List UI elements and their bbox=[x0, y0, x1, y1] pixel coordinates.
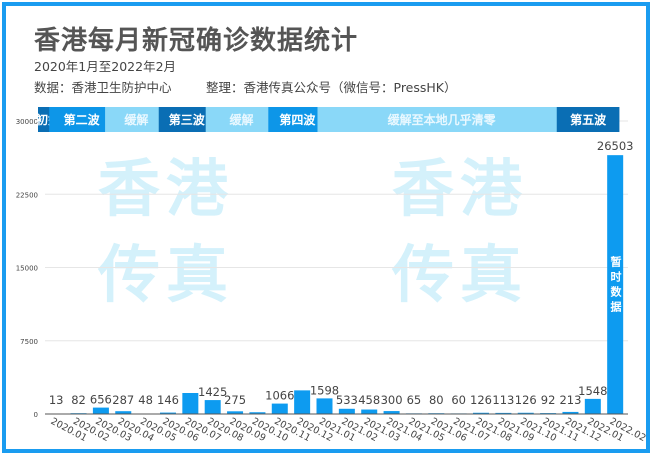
bar bbox=[473, 412, 490, 414]
phase-label: 缓解至本地几乎清零 bbox=[388, 112, 497, 127]
data-label: 1066 bbox=[265, 389, 294, 403]
y-tick-label: 7500 bbox=[20, 338, 38, 346]
bar bbox=[115, 411, 132, 414]
phase-band bbox=[268, 107, 327, 132]
data-label: 80 bbox=[429, 393, 444, 407]
data-label: 13 bbox=[49, 393, 64, 407]
data-label: 1598 bbox=[310, 383, 339, 397]
bar bbox=[338, 408, 355, 414]
data-label: 126 bbox=[470, 393, 492, 407]
data-label: 213 bbox=[559, 393, 581, 407]
phase-label: 第三波 bbox=[169, 112, 206, 127]
bar bbox=[204, 400, 221, 414]
data-label: 656 bbox=[90, 393, 112, 407]
data-label: 300 bbox=[381, 393, 403, 407]
source-text: 数据：香港卫生防护中心 bbox=[34, 80, 172, 95]
data-label: 48 bbox=[138, 393, 153, 407]
data-label: 126 bbox=[515, 393, 537, 407]
phase-band bbox=[317, 107, 566, 132]
data-label: 65 bbox=[407, 393, 422, 407]
data-label: 1425 bbox=[198, 385, 227, 399]
data-label: 60 bbox=[451, 393, 466, 407]
bar bbox=[92, 407, 109, 414]
y-tick-label: 30000 bbox=[16, 118, 38, 126]
bar bbox=[249, 412, 266, 414]
watermark-right: 香港传真 bbox=[392, 152, 529, 311]
data-label: 92 bbox=[541, 393, 556, 407]
phase-label: 缓解 bbox=[124, 112, 148, 127]
provisional-data-annotation: 暂时数据 bbox=[609, 256, 622, 316]
page-title: 香港每月新冠确诊数据统计 bbox=[34, 26, 359, 56]
phase-label: 第二波 bbox=[64, 112, 101, 127]
data-label: 82 bbox=[71, 393, 86, 407]
phase-band bbox=[105, 107, 168, 132]
data-label: 26503 bbox=[597, 139, 634, 153]
bar bbox=[316, 398, 333, 414]
data-label: 275 bbox=[224, 393, 246, 407]
data-label: 533 bbox=[336, 393, 358, 407]
phase-band bbox=[556, 107, 620, 132]
bar bbox=[517, 412, 534, 414]
y-tick-label: 15000 bbox=[16, 265, 38, 273]
data-label: 287 bbox=[112, 393, 134, 407]
bar bbox=[227, 411, 244, 414]
phase-band bbox=[158, 107, 215, 132]
phase-band bbox=[49, 107, 115, 132]
bar bbox=[294, 390, 311, 414]
bar bbox=[562, 411, 579, 414]
bar bbox=[361, 409, 378, 414]
data-label: 458 bbox=[358, 393, 380, 407]
data-label: 146 bbox=[157, 393, 179, 407]
data-label: 113 bbox=[492, 393, 514, 407]
bar bbox=[495, 412, 512, 414]
bar bbox=[271, 403, 288, 414]
phase-band bbox=[205, 107, 278, 132]
bar bbox=[607, 155, 624, 414]
bar bbox=[182, 393, 199, 414]
data-label: 1548 bbox=[578, 384, 607, 398]
phase-label: 第五波 bbox=[570, 112, 607, 127]
compiler-text: 整理：香港传真公众号（微信号：PressHK） bbox=[206, 80, 457, 95]
period-subtitle: 2020年1月至2022年2月 bbox=[34, 59, 177, 74]
bar bbox=[584, 398, 601, 414]
y-tick-label: 22500 bbox=[16, 191, 38, 199]
phase-label: 缓解 bbox=[229, 112, 253, 127]
phase-label: 第四波 bbox=[279, 112, 316, 127]
bar bbox=[159, 412, 176, 414]
y-tick-label: 0 bbox=[34, 411, 38, 419]
bar bbox=[383, 411, 400, 414]
watermark-left: 香港传真 bbox=[98, 152, 235, 311]
